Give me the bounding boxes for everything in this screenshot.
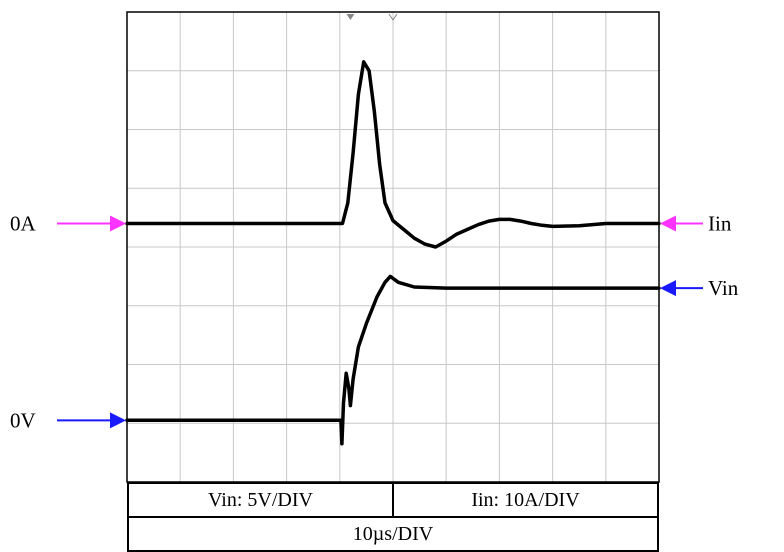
trace-vin	[125, 274, 661, 446]
trigger-markers	[346, 13, 398, 21]
trace-iin	[125, 60, 661, 249]
waveform-traces	[125, 60, 661, 446]
iin-scale-cell: Iin: 10A/DIV	[392, 482, 659, 518]
marker-arrow-0v-icon	[110, 412, 126, 429]
trigger-position-icon	[346, 14, 355, 20]
vin-scale-cell: Vin: 5V/DIV	[127, 482, 394, 518]
marker-arrow-vin-icon	[660, 280, 676, 297]
plot-frame	[126, 11, 660, 483]
channel-markers: 0A 0V Iin Vin	[10, 212, 739, 433]
scope-grid	[127, 12, 659, 482]
marker-arrow-0a-icon	[110, 215, 126, 232]
time-scale-cell: 10µs/DIV	[127, 516, 659, 552]
scale-info-table: Vin: 5V/DIV Iin: 10A/DIV 10µs/DIV	[127, 482, 659, 552]
marker-label-0v: 0V	[10, 408, 36, 432]
marker-label-vin: Vin	[708, 276, 739, 300]
marker-arrow-iin-icon	[660, 215, 676, 232]
marker-label-iin: Iin	[708, 212, 732, 236]
marker-label-0a: 0A	[10, 212, 37, 236]
trigger-center-icon	[388, 13, 398, 21]
